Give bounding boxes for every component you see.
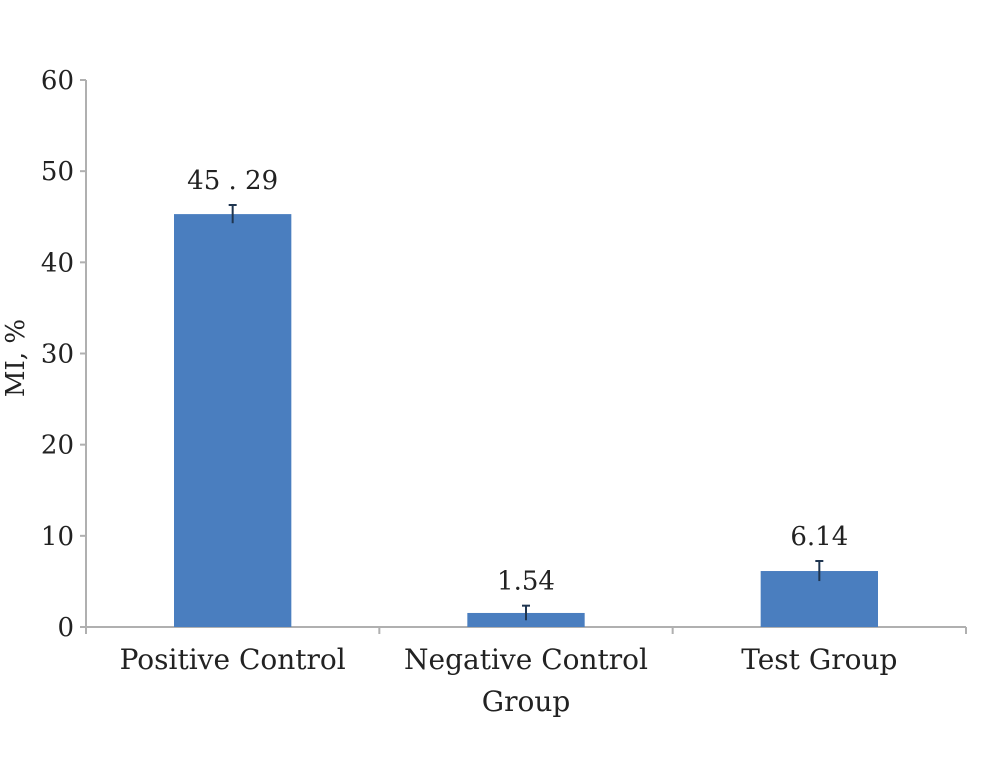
bars [174, 203, 878, 627]
data-label: 45 . 29 [187, 166, 278, 196]
y-axis: 0 10 20 30 40 50 60 [41, 66, 87, 643]
x-category-label: Negative Control [404, 643, 648, 676]
x-category-label: Positive Control [120, 643, 346, 676]
data-labels: 45 . 29 1.54 6.14 [187, 166, 848, 597]
data-label: 6.14 [790, 522, 848, 552]
error-bar [522, 604, 530, 621]
y-tick-label: 30 [41, 340, 74, 370]
y-tick-label: 10 [41, 522, 74, 552]
data-label: 1.54 [497, 567, 555, 597]
y-tick-label: 0 [57, 613, 74, 643]
x-category-label: Test Group [741, 643, 897, 676]
y-tick-label: 40 [41, 248, 74, 278]
x-axis: Positive Control Negative Control Group Tes… [85, 626, 967, 718]
bar [174, 214, 292, 627]
error-bar [815, 559, 824, 582]
y-tick-label: 60 [41, 66, 74, 96]
y-axis-title: MI, % [1, 319, 31, 397]
error-bar [228, 203, 237, 224]
y-tick-label: 20 [41, 431, 74, 461]
x-category-label: Group [482, 685, 571, 718]
y-tick-label: 50 [41, 157, 74, 187]
